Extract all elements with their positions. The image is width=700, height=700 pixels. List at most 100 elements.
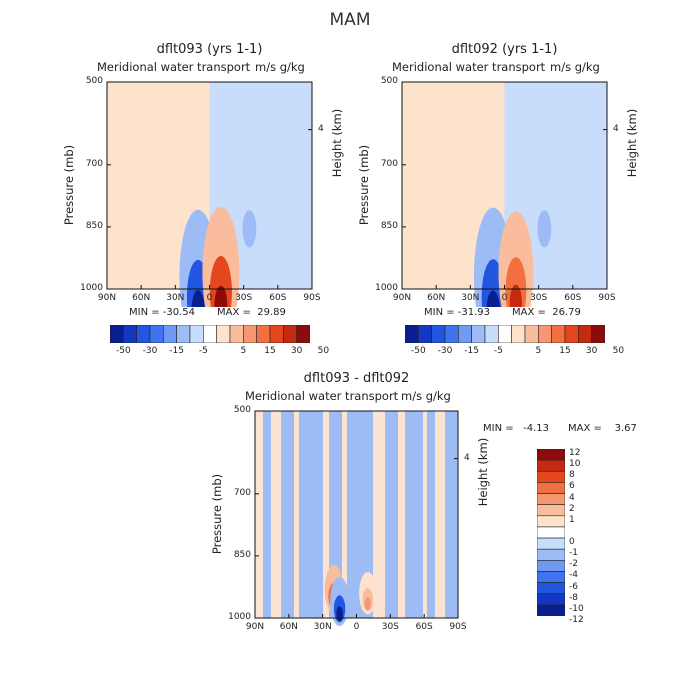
panel1-xtick-label-2: 30N [166,293,185,303]
panel2-subtitle: Meridional water transport [392,60,546,74]
panel2-colorbar-label-6: 30 [585,346,598,356]
panel2-colorbar-box-6 [484,325,499,343]
panel1-plot-area [106,81,313,307]
panel3-colorbar-label-14: -12 [569,615,584,625]
panel3-colorbar-box-6 [537,515,565,528]
panel2-colorbar-box-8 [511,325,526,343]
panel2-min-text: MIN = -31.93 [424,307,491,318]
panel3-colorbar-box-9 [537,548,565,561]
panel3-subtitle: Meridional water transport [245,389,399,403]
panel1-units: m/s g/kg [255,60,305,74]
panel2-colorbar-box-12 [564,325,579,343]
panel1-xtick-label-0: 90N [97,293,117,303]
panel2-xtick-label-6: 90S [598,293,616,303]
panel1-ytick-label-2: 850 [85,220,103,231]
panel3-plot [254,410,459,627]
panel1-cell-2-core [214,285,228,307]
panel2-xtick-label-2: 30N [461,293,480,303]
panel3-colorbar-label-12: -8 [569,592,578,603]
panel2-colorbar-box-11 [551,325,566,343]
panel2-cell-3-core [540,225,549,246]
panel2-colorbar-label-1: -30 [437,346,453,356]
panel3-xtick-label-2: 30N [313,622,332,632]
panel3-colorbar-box-13 [537,593,565,606]
panel3-xtick-label-5: 60S [415,622,433,632]
panel3-colorbar-label-3: 6 [569,481,575,492]
panel2-colorbar-box-0 [405,325,419,343]
panel3-plot-area [254,410,459,627]
panel1-colorbar-label-2: -15 [169,346,184,356]
panel3-field-band-0 [263,411,271,618]
panel3-cell-2-core [336,606,343,622]
panel2-colorbar-box-5 [471,325,486,343]
panel3-xtick-label-3: 0 [353,622,360,632]
panel1-colorbar-label-5: 15 [264,346,276,356]
panel2-colorbar [405,325,605,343]
panel2-ytick-label-1: 700 [380,158,398,169]
panel3-colorbar-box-14 [537,604,565,616]
panel1-colorbar [110,325,310,343]
panel3-field-band-1 [281,411,294,618]
panel2-colorbar-label-2: -15 [464,346,479,356]
panel3-units: m/s g/kg [401,389,451,403]
panel1-y2tick-label-0: 4 [318,123,324,134]
panel1-colorbar-box-0 [110,325,124,343]
panel1-colorbar-label-3: -5 [198,346,208,356]
panel1-colorbar-box-7 [203,325,217,343]
panel3-xtick-label-1: 60N [279,622,298,632]
panel3-colorbar-label-7: 0 [569,537,575,548]
panel1-xtick-label-1: 60N [132,293,151,303]
panel2-cell-1-core [486,290,500,307]
panel1-colorbar-box-12 [269,325,284,343]
panel2-units: m/s g/kg [550,60,600,74]
panel2-cell-2-core [509,284,522,307]
panel1-colorbar-label-4: 5 [240,346,247,356]
panel3-xtick-label-6: 90S [449,622,467,632]
panel1-colorbar-label-0: -50 [115,346,131,356]
panel3-colorbar-label-4: 4 [569,492,575,503]
panel1-cell-3-core [245,225,254,246]
panel3-colorbar-label-6: 1 [569,514,575,525]
panel1-colorbar-box-11 [256,325,271,343]
panel1-colorbar-box-2 [136,325,151,343]
panel2-max-text: MAX = 26.79 [512,307,581,318]
panel2-xtick-label-5: 60S [564,293,582,303]
panel3-colorbar-box-11 [537,571,565,583]
panel1-colorbar-box-10 [243,325,257,343]
panel2-colorbar-label-7: 50 [612,346,625,356]
panel3-title: dflt093 - dflt092 [303,371,410,386]
panel2-colorbar-box-4 [458,325,472,343]
panel1-cell-2-mid [209,255,232,307]
panel2-title: dflt092 (yrs 1-1) [451,42,558,57]
panel2-ylabel: Pressure (mb) [357,144,371,225]
panel2-colorbar-label-5: 15 [559,346,571,356]
panel3-y2tick-label-0: 4 [464,452,470,463]
panel3-ytick-label-3: 1000 [228,612,251,622]
panel1-ytick-label-3: 1000 [80,283,103,293]
panel1-title: dflt093 (yrs 1-1) [156,42,263,57]
panel3-colorbar-label-2: 8 [569,470,575,481]
panel3-colorbar-box-12 [537,582,565,595]
panel1-colorbar-box-5 [176,325,191,343]
panel2-y2label: Height (km) [625,108,639,177]
panel3-y2label: Height (km) [476,437,490,506]
panel1-colorbar-label-1: -30 [142,346,158,356]
panel1-colorbar-box-4 [163,325,177,343]
panel2-colorbar-label-4: 5 [535,346,542,356]
panel3-ytick-label-0: 500 [233,405,251,415]
panel3-min-text: MIN = -4.13 [483,423,550,434]
panel2-colorbar-box-3 [444,325,459,343]
panel1-ylabel: Pressure (mb) [62,144,76,225]
panel3-colorbar-label-0: 12 [569,448,581,458]
panel3-colorbar-box-4 [537,493,565,505]
panel3-colorbar-box-7 [537,526,565,539]
panel3-colorbar-label-1: 10 [569,459,581,470]
panel3-colorbar-label-11: -6 [569,581,578,592]
panel1-max-text: MAX = 29.89 [217,307,286,318]
panel2-ytick-label-2: 850 [380,220,398,231]
panel1-ytick-label-1: 700 [85,158,103,169]
panel3-ytick-label-1: 700 [233,487,251,498]
panel2-plot [401,81,608,307]
panel2-colorbar-box-7 [498,325,512,343]
panel2-colorbar-box-1 [418,325,432,343]
